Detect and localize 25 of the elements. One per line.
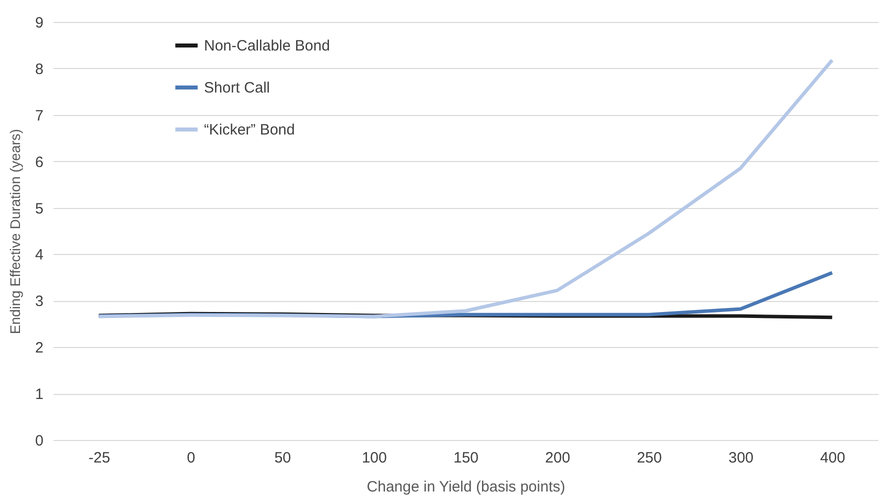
legend-label: Non-Callable Bond xyxy=(204,38,330,54)
x-axis-title: Change in Yield (basis points) xyxy=(366,478,566,496)
y-tick-label: 6 xyxy=(35,154,44,171)
x-tick-label: 150 xyxy=(453,450,479,466)
legend-label: “Kicker” Bond xyxy=(204,122,295,138)
y-tick-label: 0 xyxy=(35,432,44,450)
legend-label: Short Call xyxy=(204,80,270,96)
y-tick-label: 1 xyxy=(35,386,44,404)
y-tick-label: 2 xyxy=(35,340,44,357)
x-tick-label: 300 xyxy=(728,450,754,466)
line-series xyxy=(97,58,834,318)
y-tick-label: 8 xyxy=(35,60,44,78)
y-axis-title: Ending Effective Duration (years) xyxy=(7,128,24,334)
y-tick-label: 9 xyxy=(35,14,44,32)
x-tick-label: 400 xyxy=(820,450,846,466)
y-tick-label: 5 xyxy=(35,200,44,218)
x-tick-label: 200 xyxy=(545,450,570,466)
x-tick-label: 0 xyxy=(186,450,196,466)
x-tick-label: 50 xyxy=(274,450,292,466)
x-tick-label: 100 xyxy=(362,450,387,466)
x-tick-label: 250 xyxy=(636,450,662,466)
y-tick-label: 3 xyxy=(35,293,44,310)
x-tick-label: -25 xyxy=(88,450,110,466)
y-tick-label: 4 xyxy=(35,246,44,264)
y-tick-label: 7 xyxy=(35,107,44,124)
